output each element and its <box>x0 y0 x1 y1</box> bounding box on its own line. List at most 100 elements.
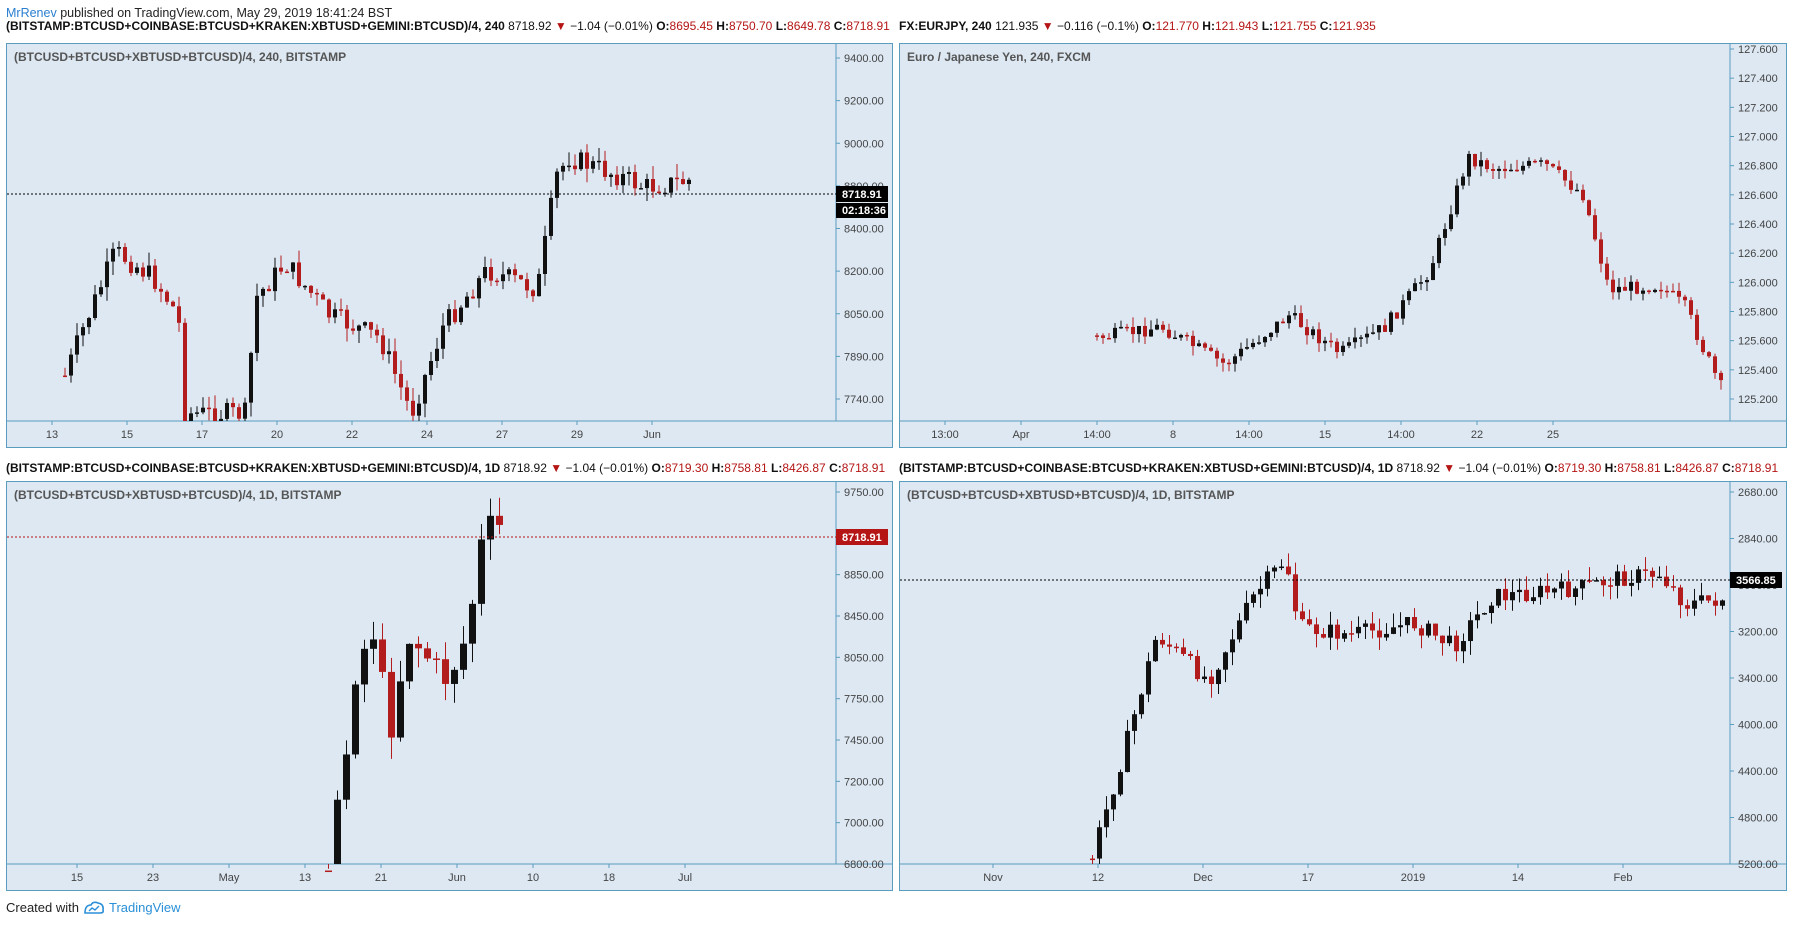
candle <box>375 329 379 336</box>
candle <box>343 754 350 800</box>
candle <box>1531 597 1536 602</box>
candle <box>1137 325 1141 335</box>
candle <box>621 173 625 186</box>
y-axis-tick: 3400.00 <box>1738 673 1778 685</box>
candle <box>1377 630 1382 638</box>
candle <box>81 327 85 336</box>
candle <box>219 418 223 421</box>
candle <box>1167 644 1172 647</box>
candle <box>1496 588 1501 606</box>
candle <box>1161 324 1165 330</box>
symbol-text: (BITSTAMP:BTCUSD+COINBASE:BTCUSD+KRAKEN:… <box>6 19 505 33</box>
candle <box>1342 633 1347 639</box>
candle <box>1461 641 1466 652</box>
y-axis-tick: 127.200 <box>1738 102 1778 114</box>
chart-panel-top-left[interactable]: 9400.009200.009000.008800.008400.008200.… <box>6 43 893 448</box>
symbol-text: FX:EURJPY, 240 <box>899 19 992 33</box>
candle <box>69 354 73 376</box>
candle <box>1230 639 1235 653</box>
candle <box>1203 343 1207 348</box>
open-value: 8719.30 <box>1557 461 1602 475</box>
y-axis-tick: 7890.00 <box>844 351 884 363</box>
candle <box>1237 620 1242 640</box>
candle <box>369 322 373 330</box>
candle <box>1191 335 1195 347</box>
x-axis-tick: 24 <box>421 429 433 441</box>
candle <box>429 360 433 375</box>
candle <box>441 325 445 349</box>
low-label: L: <box>1261 19 1274 33</box>
candle <box>1245 347 1249 349</box>
candle <box>1538 585 1543 598</box>
candle <box>1419 628 1424 636</box>
candle <box>469 603 476 644</box>
candle <box>651 179 655 192</box>
chart-panel-top-right[interactable]: 127.600 127.400 127.200 127.000 126.800 126.6… <box>899 43 1787 448</box>
candle <box>379 639 386 672</box>
price-change: −1.04 (−0.01%) <box>570 19 653 33</box>
x-axis-tick: 13:00 <box>931 429 959 441</box>
chart-panel-bottom-left[interactable]: 9750.009250.008850.008450.008050.007750.… <box>6 481 893 891</box>
candle <box>513 269 517 276</box>
candle <box>573 165 577 170</box>
candle <box>669 177 673 193</box>
chart-panel-bottom-right[interactable]: 2680.002840.003000.003200.003400.004000.… <box>899 481 1787 891</box>
candle <box>1181 647 1186 654</box>
y-axis-tick: 9400.00 <box>844 53 884 65</box>
candle <box>1356 626 1361 634</box>
footer: Created with TradingView <box>6 900 181 915</box>
candle <box>1101 335 1105 338</box>
close-label: C: <box>1319 19 1333 33</box>
high-value: 8758.81 <box>1617 461 1661 475</box>
y-axis-tick: 126.800 <box>1738 161 1778 173</box>
candle <box>249 352 253 403</box>
close-label: C: <box>829 461 842 475</box>
candle <box>531 290 535 297</box>
tradingview-link[interactable]: TradingView <box>108 900 181 915</box>
candle <box>477 278 481 299</box>
candle <box>1510 592 1515 601</box>
candle <box>478 539 485 604</box>
candle <box>1527 160 1531 166</box>
x-axis-tick: Nov <box>983 872 1003 884</box>
candle <box>1473 153 1477 167</box>
high-label: H: <box>1202 19 1215 33</box>
y-axis-tick: 126.600 <box>1738 190 1778 202</box>
candle <box>213 408 217 421</box>
candle <box>1239 348 1243 357</box>
chart-title-top-left: (BITSTAMP:BTCUSD+COINBASE:BTCUSD+KRAKEN:… <box>6 18 890 34</box>
x-axis-tick: 22 <box>1471 429 1483 441</box>
candle <box>1533 160 1537 163</box>
open-label: O: <box>1544 461 1558 475</box>
candle <box>1179 334 1183 338</box>
low-value: 8649.78 <box>787 19 831 33</box>
candle <box>1587 200 1591 216</box>
candle <box>1720 600 1725 606</box>
candle <box>1377 325 1381 333</box>
candle <box>1125 326 1129 329</box>
y-axis-tick: 8400.00 <box>844 224 884 236</box>
candle <box>579 152 583 170</box>
candle <box>1479 160 1483 167</box>
y-axis-tick: 127.400 <box>1738 73 1778 85</box>
candle <box>1443 229 1447 238</box>
candle <box>93 294 97 319</box>
candle <box>1580 580 1585 589</box>
candle <box>1287 315 1291 324</box>
candle <box>1401 300 1405 319</box>
candle <box>1341 345 1345 353</box>
y-axis-tick: 126.400 <box>1738 219 1778 231</box>
candle <box>1173 337 1177 340</box>
x-axis-tick: 14 <box>1512 872 1524 884</box>
x-axis-tick: 15 <box>71 872 83 884</box>
high-label: H: <box>716 19 729 33</box>
symbol-text: (BITSTAMP:BTCUSD+COINBASE:BTCUSD+KRAKEN:… <box>6 461 501 475</box>
candle <box>687 179 691 185</box>
y-axis-tick: 127.000 <box>1738 132 1778 144</box>
candle <box>99 287 103 295</box>
author-link[interactable]: MrRenev <box>6 6 57 20</box>
current-price-label: 8718.91 <box>842 532 882 544</box>
candle <box>525 279 529 291</box>
candle <box>519 275 523 280</box>
candle <box>1689 300 1693 315</box>
